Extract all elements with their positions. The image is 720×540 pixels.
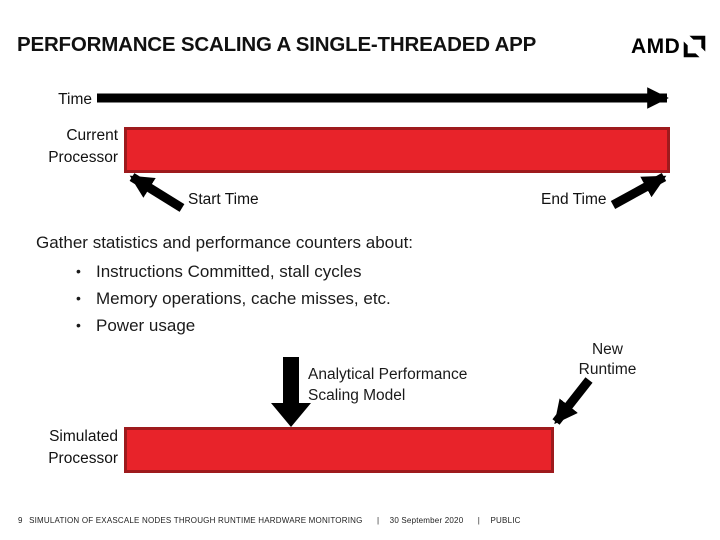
start-time-arrow [129,173,185,212]
footer-presentation-title: SIMULATION OF EXASCALE NODES THROUGH RUN… [29,516,363,525]
slide-title: PERFORMANCE SCALING A SINGLE-THREADED AP… [17,33,537,56]
new-runtime-line1: New [591,341,623,358]
end-time-arrow [610,173,667,209]
model-down-arrow [271,357,311,427]
footer-separator: | [477,516,481,525]
new-runtime-label: New Runtime [570,340,645,380]
model-label-line2: Scaling Model [308,387,406,404]
bullet-list: Instructions Committed, stall cycles Mem… [76,258,413,339]
simulated-processor-bar [124,427,554,473]
bullet-item: Instructions Committed, stall cycles [76,258,413,285]
current-processor-bar [124,127,670,173]
amd-wordmark: AMD [631,35,681,58]
bullet-item: Power usage [76,312,413,339]
time-arrow [97,87,669,109]
model-label: Analytical Performance Scaling Model [308,364,467,406]
footer-slide-number: 9 [18,516,23,525]
current-processor-line2: Processor [48,149,118,166]
current-processor-line1: Current [66,127,118,144]
model-label-line1: Analytical Performance [308,366,468,383]
start-time-label: Start Time [188,191,259,208]
current-processor-label: Current Processor [20,125,118,169]
footer-separator: | [376,516,380,525]
footer-classification: PUBLIC [490,516,521,525]
simulated-processor-line1: Simulated [49,428,118,445]
body-heading: Gather statistics and performance counte… [36,233,414,252]
body-text: Gather statistics and performance counte… [36,231,413,339]
simulated-processor-line2: Processor [48,450,118,467]
new-runtime-line2: Runtime [578,361,637,378]
bullet-item: Memory operations, cache misses, etc. [76,285,413,312]
simulated-processor-label: Simulated Processor [20,426,118,470]
end-time-label: End Time [541,191,607,208]
amd-arrow-icon [684,35,706,58]
new-runtime-arrow [552,377,593,425]
footer-date: 30 September 2020 [389,516,464,525]
slide-footer: 9 SIMULATION OF EXASCALE NODES THROUGH R… [18,516,525,525]
time-label: Time [58,91,92,108]
amd-logo: AMD [631,35,706,58]
